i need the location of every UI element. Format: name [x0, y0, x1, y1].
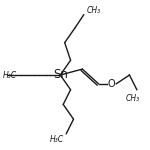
- Text: CH₃: CH₃: [125, 94, 140, 103]
- Text: O: O: [108, 79, 116, 89]
- Text: H₃C: H₃C: [50, 135, 64, 144]
- Text: CH₃: CH₃: [87, 6, 101, 15]
- Text: Sn: Sn: [53, 69, 68, 81]
- Text: H₃C: H₃C: [3, 70, 17, 80]
